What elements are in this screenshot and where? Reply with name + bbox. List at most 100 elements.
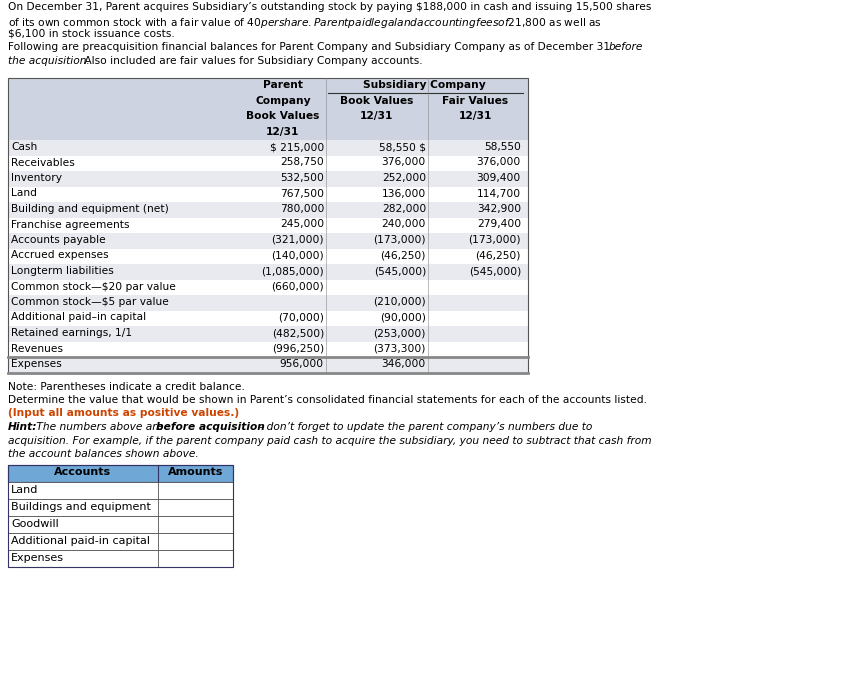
Text: Determine the value that would be shown in Parent’s consolidated financial state: Determine the value that would be shown …: [8, 395, 647, 405]
Text: Revenues: Revenues: [11, 344, 63, 353]
Text: 136,000: 136,000: [382, 189, 426, 198]
Bar: [8, 171, 528, 187]
Text: the account balances shown above.: the account balances shown above.: [8, 449, 198, 459]
Text: (996,250): (996,250): [272, 344, 324, 353]
Text: of its own common stock with a fair value of $40 per share. Parent paid legal an: of its own common stock with a fair valu…: [8, 15, 602, 30]
Bar: [8, 465, 233, 567]
Text: $ 215,000: $ 215,000: [270, 142, 324, 152]
Text: Receivables: Receivables: [11, 158, 75, 167]
Bar: [8, 551, 233, 567]
Text: 376,000: 376,000: [382, 158, 426, 167]
Text: 780,000: 780,000: [279, 204, 324, 214]
Text: 279,400: 279,400: [477, 220, 521, 229]
Bar: [8, 78, 528, 373]
Text: (545,000): (545,000): [373, 266, 426, 276]
Text: Accounts: Accounts: [55, 467, 112, 477]
Bar: [8, 342, 528, 357]
Bar: [8, 465, 233, 482]
Text: 58,550 $: 58,550 $: [379, 142, 426, 152]
Text: Goodwill: Goodwill: [11, 520, 59, 529]
Bar: [8, 482, 233, 500]
Text: 240,000: 240,000: [382, 220, 426, 229]
Bar: [8, 187, 528, 202]
Text: Amounts: Amounts: [168, 467, 223, 477]
Text: (46,250): (46,250): [381, 251, 426, 260]
Text: the acquisition.: the acquisition.: [8, 56, 90, 66]
Text: 258,750: 258,750: [280, 158, 324, 167]
Text: (70,000): (70,000): [278, 313, 324, 322]
Text: (173,000): (173,000): [373, 235, 426, 245]
Text: Longterm liabilities: Longterm liabilities: [11, 266, 114, 276]
Text: Retained earnings, 1/1: Retained earnings, 1/1: [11, 328, 132, 338]
Bar: [8, 233, 528, 249]
Text: 12/31: 12/31: [360, 111, 394, 121]
Text: 114,700: 114,700: [477, 189, 521, 198]
Text: 245,000: 245,000: [280, 220, 324, 229]
Text: Book Values: Book Values: [341, 96, 414, 105]
Text: 767,500: 767,500: [280, 189, 324, 198]
Text: (1,085,000): (1,085,000): [262, 266, 324, 276]
Bar: [8, 533, 233, 551]
Text: 282,000: 282,000: [382, 204, 426, 214]
Bar: [8, 140, 528, 156]
Text: 309,400: 309,400: [477, 173, 521, 183]
Bar: [8, 78, 528, 140]
Text: (321,000): (321,000): [272, 235, 324, 245]
Text: 376,000: 376,000: [477, 158, 521, 167]
Text: (46,250): (46,250): [476, 251, 521, 260]
Text: Land: Land: [11, 485, 39, 495]
Text: The numbers above are: The numbers above are: [33, 422, 167, 432]
Text: (210,000): (210,000): [373, 297, 426, 307]
Text: 342,900: 342,900: [477, 204, 521, 214]
Text: Parent: Parent: [263, 80, 303, 90]
Bar: [8, 156, 528, 171]
Bar: [8, 280, 528, 295]
Text: Company: Company: [256, 96, 311, 105]
Text: Expenses: Expenses: [11, 553, 64, 563]
Text: before acquisition: before acquisition: [156, 422, 265, 432]
Text: (660,000): (660,000): [272, 282, 324, 291]
Text: (482,500): (482,500): [272, 328, 324, 338]
Text: $6,100 in stock issuance costs.: $6,100 in stock issuance costs.: [8, 29, 175, 39]
Bar: [8, 500, 233, 516]
Bar: [8, 218, 528, 233]
Text: (173,000): (173,000): [468, 235, 521, 245]
Bar: [8, 264, 528, 280]
Text: Book Values: Book Values: [246, 111, 320, 121]
Text: Common stock—$5 par value: Common stock—$5 par value: [11, 297, 169, 307]
Text: Common stock—$20 par value: Common stock—$20 par value: [11, 282, 176, 291]
Text: Following are preacquisition financial balances for Parent Company and Subsidiar: Following are preacquisition financial b…: [8, 43, 613, 52]
Text: Building and equipment (net): Building and equipment (net): [11, 204, 169, 214]
Text: 58,550: 58,550: [484, 142, 521, 152]
Text: Inventory: Inventory: [11, 173, 62, 183]
Text: (545,000): (545,000): [468, 266, 521, 276]
Text: 12/31: 12/31: [459, 111, 492, 121]
Text: Accrued expenses: Accrued expenses: [11, 251, 108, 260]
Bar: [8, 295, 528, 311]
Text: 252,000: 252,000: [382, 173, 426, 183]
Text: (Input all amounts as positive values.): (Input all amounts as positive values.): [8, 409, 239, 418]
Text: Buildings and equipment: Buildings and equipment: [11, 502, 151, 512]
Text: acquisition. For example, if the parent company paid cash to acquire the subsidi: acquisition. For example, if the parent …: [8, 435, 652, 446]
Text: Subsidiary Company: Subsidiary Company: [363, 80, 486, 90]
Text: Franchise agreements: Franchise agreements: [11, 220, 130, 229]
Text: Expenses: Expenses: [11, 359, 61, 369]
Text: On December 31, Parent acquires Subsidiary’s outstanding stock by paying $188,00: On December 31, Parent acquires Subsidia…: [8, 2, 652, 12]
Text: Note: Parentheses indicate a credit balance.: Note: Parentheses indicate a credit bala…: [8, 382, 245, 391]
Text: (373,300): (373,300): [373, 344, 426, 353]
Text: Accounts payable: Accounts payable: [11, 235, 106, 245]
Bar: [8, 249, 528, 264]
Bar: [8, 202, 528, 218]
Text: 956,000: 956,000: [280, 359, 324, 369]
Text: (140,000): (140,000): [272, 251, 324, 260]
Text: Land: Land: [11, 189, 37, 198]
Text: (253,000): (253,000): [373, 328, 426, 338]
Text: Also included are fair values for Subsidiary Company accounts.: Also included are fair values for Subsid…: [81, 56, 423, 66]
Bar: [8, 326, 528, 342]
Text: Additional paid–in capital: Additional paid–in capital: [11, 313, 146, 322]
Text: - don’t forget to update the parent company’s numbers due to: - don’t forget to update the parent comp…: [256, 422, 592, 432]
Text: Additional paid-in capital: Additional paid-in capital: [11, 536, 150, 546]
Text: (90,000): (90,000): [380, 313, 426, 322]
Text: Hint:: Hint:: [8, 422, 38, 432]
Text: 346,000: 346,000: [382, 359, 426, 369]
